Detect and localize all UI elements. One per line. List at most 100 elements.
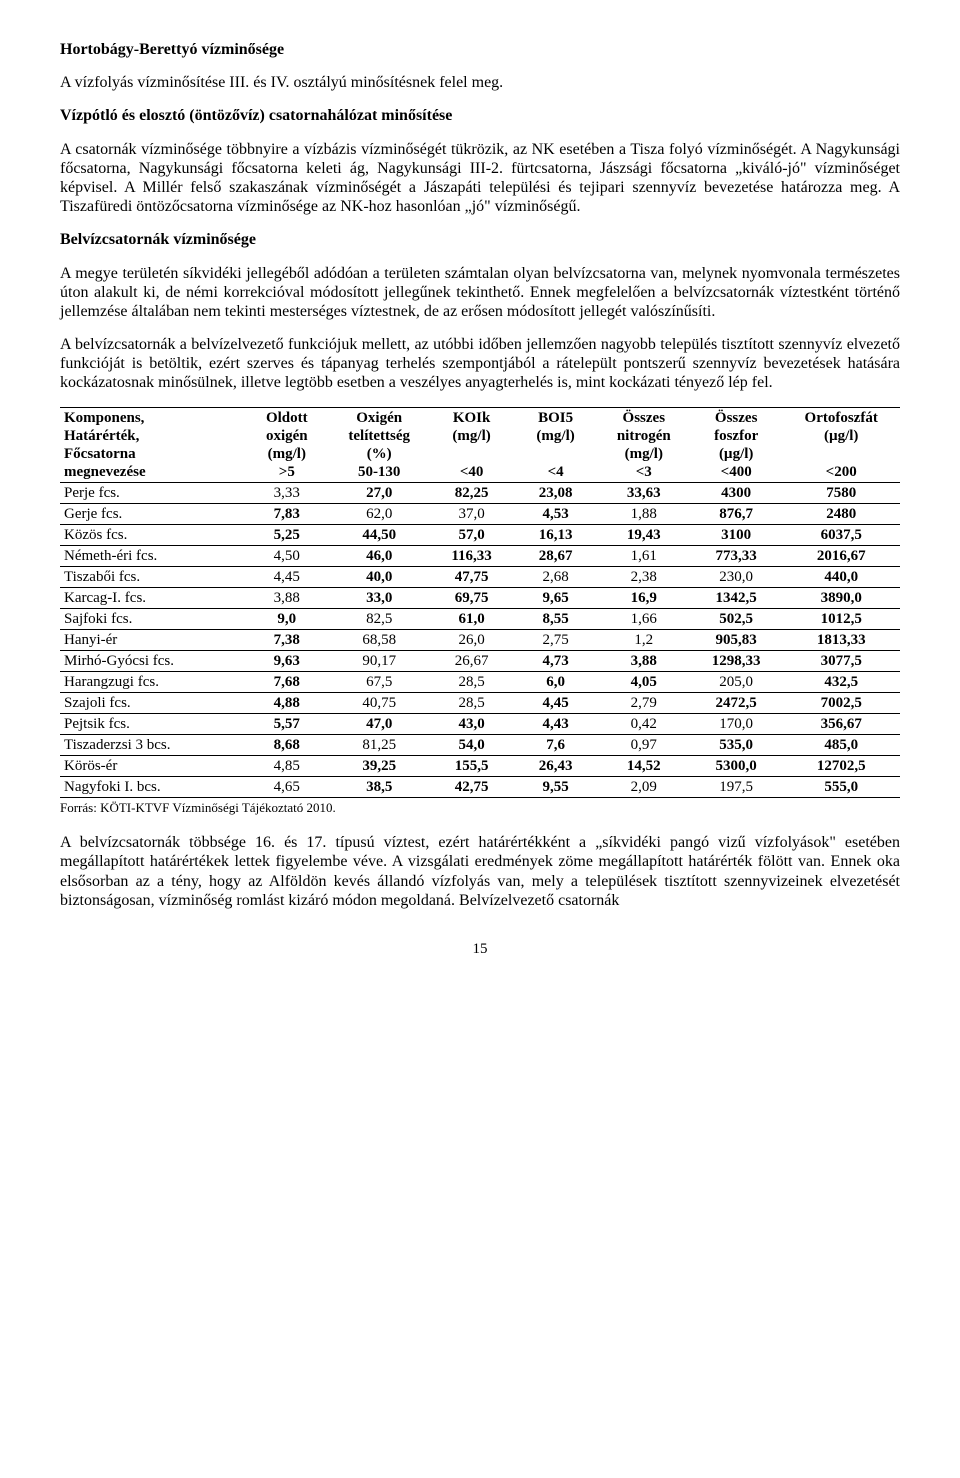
table-cell: 44,50	[329, 524, 430, 545]
table-cell: 7002,5	[782, 692, 900, 713]
table-cell: 555,0	[782, 776, 900, 797]
table-cell: 4,53	[514, 503, 598, 524]
table-cell: 2472,5	[690, 692, 782, 713]
table-cell: 4,50	[245, 545, 329, 566]
table-cell: 28,67	[514, 545, 598, 566]
table-cell: 1813,33	[782, 629, 900, 650]
table-row: Szajoli fcs.4,8840,7528,54,452,792472,57…	[60, 692, 900, 713]
water-quality-table: Komponens,Határérték,Főcsatornamegnevezé…	[60, 407, 900, 798]
table-cell: 16,13	[514, 524, 598, 545]
table-cell: 4,43	[514, 713, 598, 734]
table-cell: 4,65	[245, 776, 329, 797]
table-cell: 876,7	[690, 503, 782, 524]
table-cell: Nagyfoki I. bcs.	[60, 776, 245, 797]
table-cell: 67,5	[329, 671, 430, 692]
table-row: Harangzugi fcs.7,6867,528,56,04,05205,04…	[60, 671, 900, 692]
table-cell: 3890,0	[782, 587, 900, 608]
table-cell: 170,0	[690, 713, 782, 734]
table-cell: Tiszabői fcs.	[60, 566, 245, 587]
table-cell: 14,52	[598, 755, 690, 776]
table-cell: 4,85	[245, 755, 329, 776]
table-header-cell: BOI5(mg/l) <4	[514, 407, 598, 482]
table-row: Körös-ér4,8539,25155,526,4314,525300,012…	[60, 755, 900, 776]
table-cell: 39,25	[329, 755, 430, 776]
table-cell: 230,0	[690, 566, 782, 587]
table-cell: 16,9	[598, 587, 690, 608]
table-row: Tiszabői fcs.4,4540,047,752,682,38230,04…	[60, 566, 900, 587]
table-cell: 62,0	[329, 503, 430, 524]
table-header-cell: Összesnitrogén(mg/l)<3	[598, 407, 690, 482]
table-cell: 1,2	[598, 629, 690, 650]
table-cell: 9,55	[514, 776, 598, 797]
table-cell: 68,58	[329, 629, 430, 650]
table-cell: 1298,33	[690, 650, 782, 671]
table-cell: 1,61	[598, 545, 690, 566]
page-content: Hortobágy-Berettyó vízminősége A vízfoly…	[60, 40, 900, 958]
table-cell: 47,0	[329, 713, 430, 734]
table-cell: 3100	[690, 524, 782, 545]
table-row: Sajfoki fcs.9,082,561,08,551,66502,51012…	[60, 608, 900, 629]
table-cell: 9,0	[245, 608, 329, 629]
table-cell: 7,68	[245, 671, 329, 692]
table-header-cell: KOIk(mg/l) <40	[430, 407, 514, 482]
table-cell: 3077,5	[782, 650, 900, 671]
table-source: Forrás: KÖTI-KTVF Vízminőségi Tájékoztat…	[60, 800, 900, 816]
table-cell: 3,88	[598, 650, 690, 671]
table-cell: 773,33	[690, 545, 782, 566]
paragraph-4: A megye területén síkvidéki jellegéből a…	[60, 264, 900, 322]
table-cell: 82,25	[430, 482, 514, 503]
table-cell: 485,0	[782, 734, 900, 755]
table-cell: Közös fcs.	[60, 524, 245, 545]
table-cell: 7,6	[514, 734, 598, 755]
table-cell: Gerje fcs.	[60, 503, 245, 524]
table-cell: 5,25	[245, 524, 329, 545]
table-cell: 0,97	[598, 734, 690, 755]
table-cell: 5,57	[245, 713, 329, 734]
table-cell: 7,83	[245, 503, 329, 524]
table-cell: 4,73	[514, 650, 598, 671]
table-cell: Mirhó-Gyócsi fcs.	[60, 650, 245, 671]
table-row: Hanyi-ér7,3868,5826,02,751,2905,831813,3…	[60, 629, 900, 650]
table-cell: 2,09	[598, 776, 690, 797]
table-cell: 2016,67	[782, 545, 900, 566]
paragraph-1: A vízfolyás vízminősítése III. és IV. os…	[60, 73, 900, 92]
table-row: Nagyfoki I. bcs.4,6538,542,759,552,09197…	[60, 776, 900, 797]
table-cell: Körös-ér	[60, 755, 245, 776]
table-row: Németh-éri fcs.4,5046,0116,3328,671,6177…	[60, 545, 900, 566]
table-cell: 26,43	[514, 755, 598, 776]
table-cell: 4300	[690, 482, 782, 503]
table-row: Közös fcs.5,2544,5057,016,1319,433100603…	[60, 524, 900, 545]
table-cell: 27,0	[329, 482, 430, 503]
heading-hortobagy: Hortobágy-Berettyó vízminősége	[60, 40, 900, 59]
table-cell: 9,63	[245, 650, 329, 671]
table-cell: 7580	[782, 482, 900, 503]
table-row: Tiszaderzsi 3 bcs.8,6881,2554,07,60,9753…	[60, 734, 900, 755]
table-cell: 4,45	[245, 566, 329, 587]
table-cell: 19,43	[598, 524, 690, 545]
table-cell: 37,0	[430, 503, 514, 524]
table-cell: 6,0	[514, 671, 598, 692]
heading-belviz: Belvízcsatornák vízminősége	[60, 230, 900, 249]
table-cell: 46,0	[329, 545, 430, 566]
table-cell: Németh-éri fcs.	[60, 545, 245, 566]
table-cell: 69,75	[430, 587, 514, 608]
table-row: Gerje fcs.7,8362,037,04,531,88876,72480	[60, 503, 900, 524]
table-cell: 26,0	[430, 629, 514, 650]
paragraph-3: A csatornák vízminősége többnyire a vízb…	[60, 140, 900, 217]
table-cell: 3,33	[245, 482, 329, 503]
table-cell: 9,65	[514, 587, 598, 608]
table-cell: 4,88	[245, 692, 329, 713]
table-cell: 432,5	[782, 671, 900, 692]
table-row: Pejtsik fcs.5,5747,043,04,430,42170,0356…	[60, 713, 900, 734]
table-cell: 205,0	[690, 671, 782, 692]
table-cell: 6037,5	[782, 524, 900, 545]
table-cell: 28,5	[430, 692, 514, 713]
table-row: Karcag-I. fcs.3,8833,069,759,6516,91342,…	[60, 587, 900, 608]
table-header-cell: Komponens,Határérték,Főcsatornamegnevezé…	[60, 407, 245, 482]
table-cell: 54,0	[430, 734, 514, 755]
table-cell: 197,5	[690, 776, 782, 797]
table-cell: 5300,0	[690, 755, 782, 776]
table-cell: 1,88	[598, 503, 690, 524]
table-cell: 2,79	[598, 692, 690, 713]
table-cell: Hanyi-ér	[60, 629, 245, 650]
